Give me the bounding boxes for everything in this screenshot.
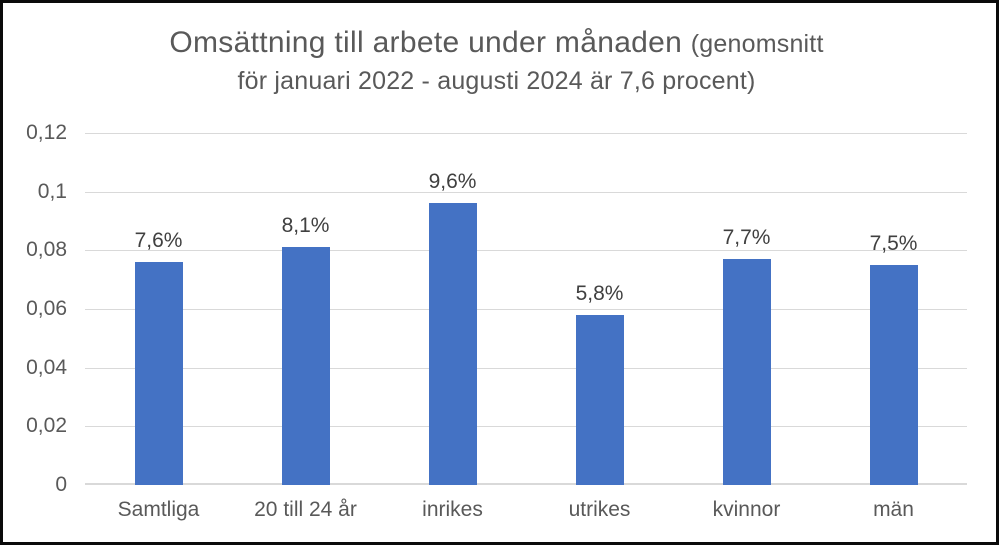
category-label: män xyxy=(873,498,914,521)
data-label: 7,7% xyxy=(722,226,771,250)
chart-title-line2: för januari 2022 - augusti 2024 är 7,6 p… xyxy=(237,67,756,95)
y-axis-tick-label: 0,1 xyxy=(37,179,67,203)
bar xyxy=(722,259,771,485)
data-label: 9,6% xyxy=(428,170,477,194)
category-label: kvinnor xyxy=(712,498,781,521)
plot-area: 0,12 0,1 0,08 0,06 0,04 0,02 0 7,6% Samtliga 8,1%… xyxy=(26,121,967,521)
chart-title-main: Omsättning till arbete under månaden xyxy=(169,26,683,59)
chart-title-line1: Omsättning till arbete under månaden (ge… xyxy=(3,23,990,64)
category-label: inrikes xyxy=(422,498,483,521)
data-label: 5,8% xyxy=(575,281,624,305)
y-axis-tick-label: 0,08 xyxy=(26,238,67,262)
gridline xyxy=(85,191,967,193)
data-label: 7,6% xyxy=(134,229,183,253)
gridline xyxy=(85,367,967,369)
gridline xyxy=(85,309,967,310)
data-label: 7,5% xyxy=(869,232,918,255)
y-axis-tick-label: 0,06 xyxy=(26,297,67,320)
bar xyxy=(281,247,330,485)
bar xyxy=(134,262,183,485)
y-axis-tick-label: 0,12 xyxy=(26,121,67,144)
data-label: 8,1% xyxy=(281,214,330,238)
gridline xyxy=(85,250,967,252)
bar xyxy=(869,265,918,485)
chart-title-paren: (genomsnitt xyxy=(690,30,824,58)
x-axis-line xyxy=(85,483,967,485)
category-label: utrikes xyxy=(568,498,631,521)
y-axis-tick-label: 0,04 xyxy=(26,355,67,379)
gridline xyxy=(85,133,967,134)
bar xyxy=(428,203,477,485)
y-axis-tick-label: 0 xyxy=(55,473,67,496)
bar xyxy=(575,314,624,485)
category-label: 20 till 24 år xyxy=(254,498,357,521)
chart-title: Omsättning till arbete under månaden (ge… xyxy=(3,23,990,98)
gridline xyxy=(85,426,967,428)
category-label: Samtliga xyxy=(117,498,200,521)
y-axis-tick-label: 0,02 xyxy=(26,414,67,438)
